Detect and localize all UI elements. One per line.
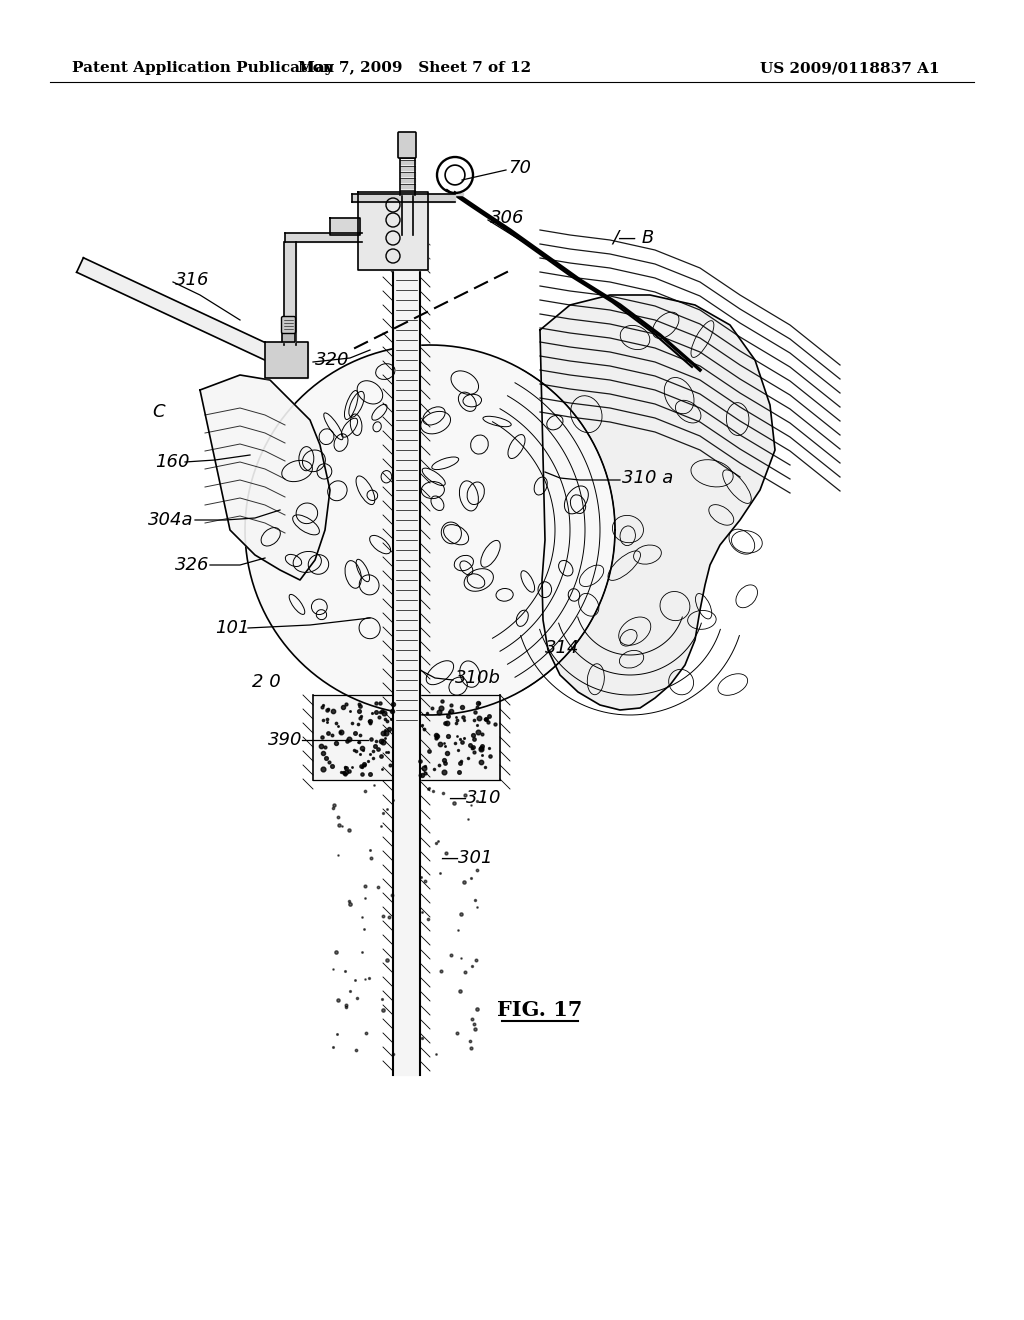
Polygon shape: [282, 333, 295, 342]
Polygon shape: [400, 172, 415, 176]
Text: Patent Application Publication: Patent Application Publication: [72, 61, 334, 75]
Polygon shape: [200, 375, 330, 579]
Text: 326: 326: [175, 556, 210, 574]
Polygon shape: [285, 234, 362, 242]
Polygon shape: [400, 178, 415, 182]
Polygon shape: [313, 696, 500, 780]
Polygon shape: [540, 294, 775, 710]
Text: 320: 320: [315, 351, 349, 370]
Text: —301: —301: [440, 849, 493, 867]
Text: US 2009/0118837 A1: US 2009/0118837 A1: [760, 61, 940, 75]
Polygon shape: [393, 235, 420, 1074]
Text: FIG. 17: FIG. 17: [498, 1001, 583, 1020]
Text: —310: —310: [449, 789, 501, 807]
Text: 160: 160: [155, 453, 189, 471]
Text: C: C: [152, 403, 165, 421]
FancyBboxPatch shape: [282, 317, 296, 334]
Text: 390: 390: [268, 731, 302, 748]
Polygon shape: [400, 190, 415, 194]
Text: 316: 316: [175, 271, 210, 289]
Polygon shape: [358, 191, 428, 271]
Text: 101: 101: [215, 619, 250, 638]
Polygon shape: [400, 183, 415, 187]
Polygon shape: [77, 257, 294, 370]
Polygon shape: [352, 194, 455, 202]
Polygon shape: [265, 342, 308, 378]
Polygon shape: [400, 166, 415, 170]
Text: 70: 70: [508, 158, 531, 177]
Text: May 7, 2009   Sheet 7 of 12: May 7, 2009 Sheet 7 of 12: [298, 61, 531, 75]
Text: 314: 314: [545, 639, 580, 657]
Text: 310 a: 310 a: [622, 469, 673, 487]
Polygon shape: [284, 242, 296, 345]
Text: /— B: /— B: [612, 228, 654, 247]
Text: 304a: 304a: [148, 511, 194, 529]
FancyBboxPatch shape: [398, 132, 416, 158]
Polygon shape: [449, 193, 463, 195]
Polygon shape: [400, 160, 415, 164]
Polygon shape: [245, 345, 615, 715]
Text: 310b: 310b: [455, 669, 501, 686]
Polygon shape: [330, 218, 360, 235]
Polygon shape: [402, 195, 413, 235]
Text: 2 0: 2 0: [252, 673, 281, 690]
Text: 306: 306: [490, 209, 524, 227]
